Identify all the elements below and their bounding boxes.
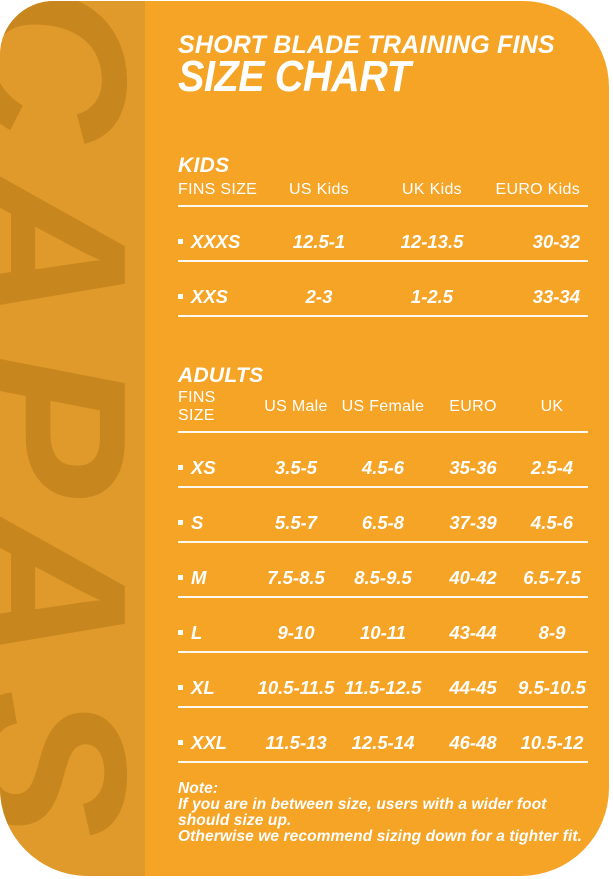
watermark-band: CAPAS [0,1,145,876]
kids-header-row: FINS SIZE US Kids UK Kids EURO Kids [178,181,588,207]
table-row: XL 10.5-11.5 11.5-12.5 44-45 9.5-10.5 [178,652,588,708]
size-label: XS [191,457,216,478]
size-label-cell: XXL [178,707,256,763]
size-label: M [191,567,207,588]
column-header: UK [516,389,588,433]
size-value-cell: 11.5-13 [256,707,336,763]
bullet-icon [178,575,183,581]
size-value-cell: 12.5-14 [336,707,430,763]
note-line: If you are in between size, users with a… [178,796,547,813]
sizing-note: Note: If you are in between size, users … [178,781,590,845]
size-value-cell: 30-32 [484,206,588,262]
size-value-cell: 2-3 [258,261,380,317]
bullet-icon [178,740,183,746]
size-value-cell: 8-9 [516,597,588,653]
kids-size-table: FINS SIZE US Kids UK Kids EURO Kids XXXS… [178,181,588,317]
brand-watermark: CAPAS [0,1,145,862]
column-header: EURO Kids [484,181,588,207]
table-row: S 5.5-7 6.5-8 37-39 4.5-6 [178,487,588,543]
size-value-cell: 6.5-7.5 [516,542,588,598]
adults-header-row: FINS SIZE US Male US Female EURO UK [178,389,588,433]
product-subtitle: SHORT BLADE TRAINING FINS [178,31,555,59]
kids-section-heading: KIDS [178,154,230,177]
size-label-cell: XS [178,432,256,488]
size-value-cell: 6.5-8 [336,487,430,543]
size-label-cell: L [178,597,256,653]
column-header: FINS SIZE [178,389,256,433]
size-value-cell: 43-44 [430,597,516,653]
bullet-icon [178,239,183,245]
size-value-cell: 9-10 [256,597,336,653]
size-value-cell: 3.5-5 [256,432,336,488]
table-row: M 7.5-8.5 8.5-9.5 40-42 6.5-7.5 [178,542,588,598]
size-label: XXL [191,732,227,753]
size-label: XXS [191,286,229,307]
size-label: S [191,512,204,533]
bullet-icon [178,630,183,636]
size-label: L [191,622,203,643]
bullet-icon [178,465,183,471]
size-value-cell: 12.5-1 [258,206,380,262]
size-value-cell: 46-48 [430,707,516,763]
bullet-icon [178,520,183,526]
size-value-cell: 4.5-6 [516,487,588,543]
size-label: XXXS [191,231,241,252]
adults-size-table: FINS SIZE US Male US Female EURO UK XS 3… [178,389,588,763]
note-label: Note: [178,780,219,797]
column-header: UK Kids [380,181,484,207]
size-value-cell: 40-42 [430,542,516,598]
size-value-cell: 11.5-12.5 [336,652,430,708]
size-label-cell: XXXS [178,206,258,262]
size-label-cell: M [178,542,256,598]
table-row: XS 3.5-5 4.5-6 35-36 2.5-4 [178,432,588,488]
table-row: L 9-10 10-11 43-44 8-9 [178,597,588,653]
size-value-cell: 2.5-4 [516,432,588,488]
size-label: XL [191,677,215,698]
size-label-cell: XXS [178,261,258,317]
bullet-icon [178,294,183,300]
size-value-cell: 10.5-11.5 [256,652,336,708]
size-value-cell: 4.5-6 [336,432,430,488]
size-value-cell: 5.5-7 [256,487,336,543]
size-value-cell: 7.5-8.5 [256,542,336,598]
table-row: XXS 2-3 1-2.5 33-34 [178,261,588,317]
note-line: should size up. [178,812,292,829]
adults-section-heading: ADULTS [178,364,264,387]
size-value-cell: 8.5-9.5 [336,542,430,598]
column-header: US Male [256,389,336,433]
size-value-cell: 9.5-10.5 [516,652,588,708]
size-value-cell: 12-13.5 [380,206,484,262]
table-row: XXL 11.5-13 12.5-14 46-48 10.5-12 [178,707,588,763]
page-title: SIZE CHART [178,52,411,101]
column-header: US Kids [258,181,380,207]
size-value-cell: 44-45 [430,652,516,708]
column-header: EURO [430,389,516,433]
bullet-icon [178,685,183,691]
column-header: US Female [336,389,430,433]
size-label-cell: S [178,487,256,543]
size-value-cell: 1-2.5 [380,261,484,317]
size-value-cell: 33-34 [484,261,588,317]
size-value-cell: 35-36 [430,432,516,488]
size-value-cell: 37-39 [430,487,516,543]
size-value-cell: 10.5-12 [516,707,588,763]
note-line: Otherwise we recommend sizing down for a… [178,828,583,845]
column-header: FINS SIZE [178,181,258,207]
size-value-cell: 10-11 [336,597,430,653]
size-label-cell: XL [178,652,256,708]
table-row: XXXS 12.5-1 12-13.5 30-32 [178,206,588,262]
